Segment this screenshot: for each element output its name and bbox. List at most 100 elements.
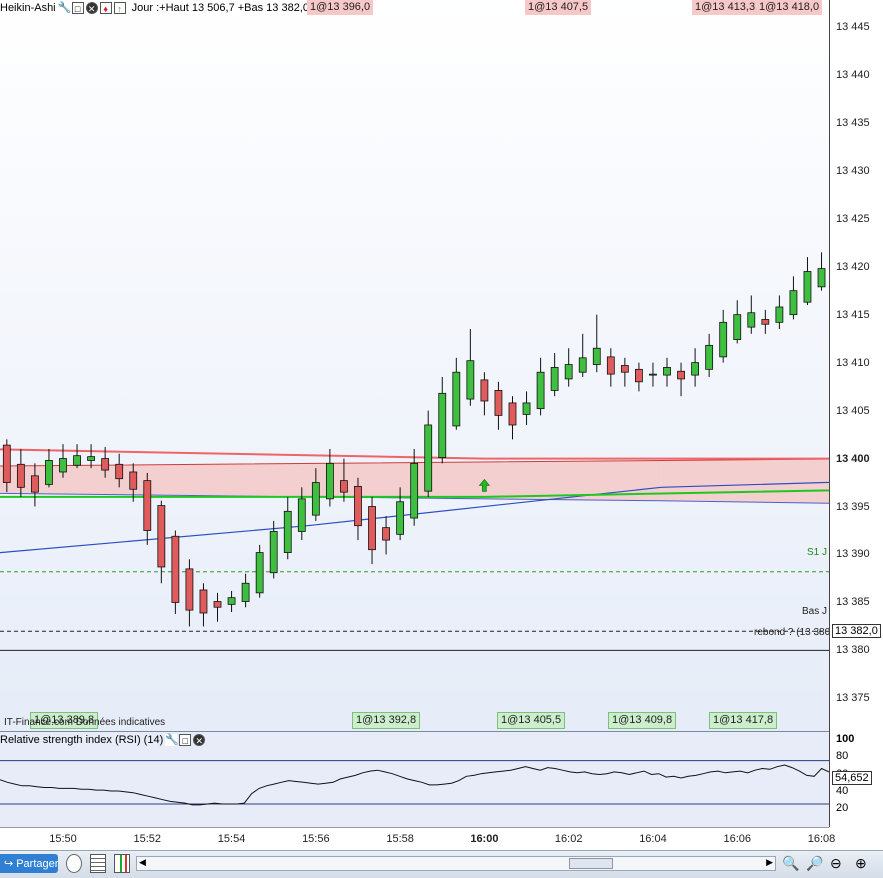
candle-body [649,373,657,376]
candle-body [761,319,770,325]
rsi-axis-label: 100 [836,733,855,745]
order-tag-top[interactable]: 1@13 418,0 [756,0,823,15]
price-axis-label: 13 420 [836,260,870,273]
chart-scrollbar[interactable]: ◀ ▶ [136,856,776,871]
order-tag-top[interactable]: 1@13 413,3 [692,0,759,15]
chart-toolbar: Heikin-Ashi 🔧 □ ✕ ♦ ↑ Jour :+Haut 13 506… [0,0,309,16]
candle-body [592,347,601,365]
candle-body [87,456,95,461]
candle-body [115,463,124,480]
candle-body [241,582,250,602]
candle-body [255,552,264,594]
candle-body [325,462,334,500]
order-tag-bottom[interactable]: 1@13 417,8 [709,712,778,729]
candle-body [382,527,390,541]
candle-body [283,510,292,553]
time-axis-label: 15:54 [217,833,246,845]
instrument-icon[interactable] [66,854,82,873]
time-axis-label: 15:52 [133,833,162,845]
close-icon[interactable]: ✕ [85,2,98,14]
candle-body [213,601,222,608]
s1-level-label: S1 J [807,547,828,558]
time-axis-label: 16:00 [470,833,499,845]
rsi-panel[interactable]: Relative strength index (RSI) (14) 🔧 □ ✕ [0,731,830,827]
order-tag-bottom[interactable]: 1@13 405,5 [497,712,566,729]
candle-body [691,362,699,376]
window-icon[interactable]: □ [179,734,192,746]
candle-body [31,475,39,493]
low-price-tag: 13 382,0 [832,624,881,639]
zoom-fit-icon[interactable]: 🔍 [782,855,800,871]
rsi-axis-label: 80 [836,750,849,763]
wrench-icon[interactable]: 🔧 [57,2,72,14]
candle-body [199,589,208,614]
rebond-level-label: rebond ? (13 380) [754,627,834,638]
bas-level-label: Bas J [802,606,828,617]
time-axis-label: 16:02 [554,833,583,845]
share-button[interactable]: ↪ Partager [0,854,58,873]
zoom-range-icon[interactable]: 🔎 [806,855,824,871]
candle-body [635,368,643,383]
candle-body [410,462,419,519]
share-icon: ↪ [4,858,14,870]
time-axis[interactable]: 15:50 15:52 15:54 15:56 15:58 16:00 16:02 16:04… [0,827,835,851]
scroll-left-icon[interactable]: ◀ [139,857,146,867]
rsi-canvas[interactable] [0,731,830,827]
candle-body [143,480,152,531]
window-icon[interactable]: □ [71,2,84,14]
price-chart-canvas[interactable] [0,0,883,731]
buy-arrow-icon [478,478,491,492]
buy-order-icon[interactable]: ↑ [113,2,126,14]
price-axis-label: 13 415 [836,308,870,321]
price-axis-label: 13 430 [836,164,870,177]
candle-body [578,357,587,373]
order-tag-top[interactable]: 1@13 396,0 [307,0,374,15]
daily-range-info: Jour :+Haut 13 506,7 +Bas 13 382,0 [131,2,309,14]
zoom-out-icon[interactable]: ⊖ [830,855,842,871]
candle-body [747,312,756,328]
time-axis-label: 16:06 [723,833,751,845]
candle-body [269,531,278,574]
candle-body [227,597,236,605]
rsi-header: Relative strength index (RSI) (14) 🔧 □ ✕ [0,733,206,747]
candle-body [480,379,489,402]
close-icon[interactable]: ✕ [193,734,206,746]
sell-order-icon[interactable]: ♦ [99,2,112,14]
candle-body [45,460,53,485]
candle-body [354,485,362,527]
bottom-toolbar: ↪ Partager ◀ ▶ 🔍 🔎 ⊖ ⊕ [0,850,883,878]
order-tag-top[interactable]: 1@13 407,5 [525,0,592,15]
candle-body [663,367,671,376]
zoom-in-icon[interactable]: ⊕ [855,855,867,871]
time-axis-label: 16:08 [807,833,836,845]
candle-body [775,306,784,323]
candle-body [438,392,447,458]
grid-layout-icon[interactable] [90,854,106,873]
order-tag-bottom[interactable]: 1@13 409,8 [608,712,677,729]
candle-body [522,402,531,415]
order-tag-bottom[interactable]: 1@13 392,8 [352,712,421,729]
price-axis-label: 13 425 [836,212,870,225]
price-axis-label: 13 410 [836,356,870,369]
price-chart[interactable]: Heikin-Ashi 🔧 □ ✕ ♦ ↑ Jour :+Haut 13 506… [0,0,883,731]
rsi-title: Relative strength index (RSI) (14) [0,734,164,746]
price-axis-label: 13 380 [836,644,870,657]
candle-body [311,482,320,516]
price-axis-label: 13 435 [836,116,870,129]
candle-body [733,314,742,340]
candle-body [73,455,81,466]
chart-title: Heikin-Ashi [0,2,56,14]
order-tag-bottom[interactable]: 1@13 389,8 [30,712,99,729]
candle-body [606,356,615,375]
candle-body [620,365,629,373]
candle-settings-icon[interactable] [114,854,130,873]
price-axis[interactable]: 13 445 13 440 13 435 13 430 13 425 13 420 13 4… [829,0,883,827]
scroll-right-icon[interactable]: ▶ [766,857,773,867]
time-axis-label: 15:50 [49,833,77,845]
scrollbar-thumb[interactable] [569,858,613,869]
wrench-icon[interactable]: 🔧 [165,734,179,746]
rsi-axis-label: 40 [836,785,849,797]
candle-body [424,424,433,492]
candle-body [340,480,348,493]
rsi-current-tag: 54,652 [832,771,872,786]
